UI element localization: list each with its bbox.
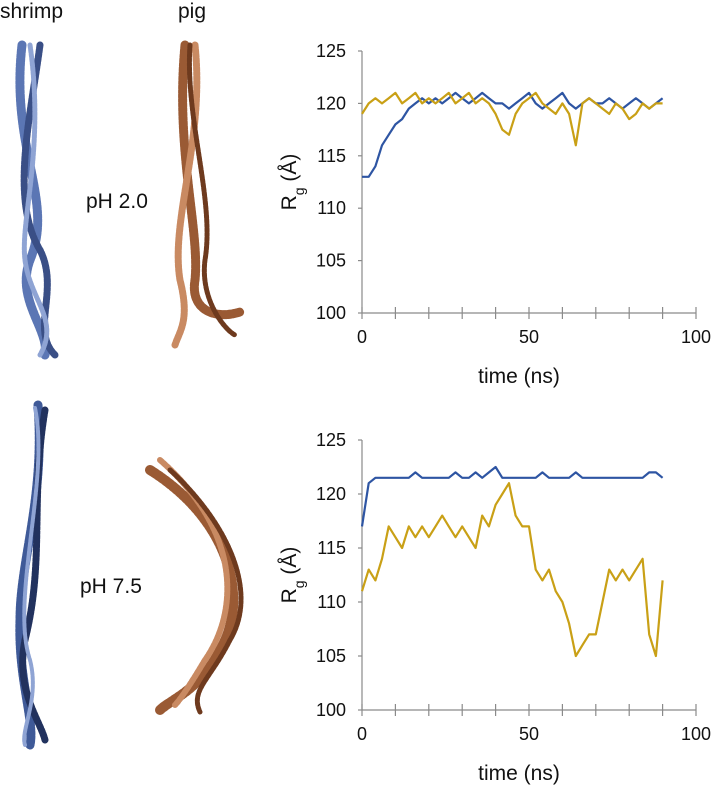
x-tick-label: 0 [357, 724, 367, 744]
x-axis-label: time (ns) [478, 762, 560, 785]
ph-label: pH 2.0 [86, 190, 148, 213]
x-tick-label: 100 [681, 327, 711, 347]
y-tick-label: 110 [317, 592, 346, 612]
y-axis-label-part: (Å) [278, 547, 301, 581]
ph-label: pH 7.5 [80, 575, 142, 598]
y-axis-label: Rg (Å) [278, 154, 307, 211]
y-tick-label: 115 [317, 146, 346, 166]
y-axis-label-part: g [291, 580, 307, 588]
shrimp-label: shrimp [0, 0, 63, 23]
series-line [360, 482, 664, 658]
x-tick-label: 50 [519, 327, 539, 347]
y-axis-label: Rg (Å) [278, 547, 307, 604]
y-tick-label: 125 [316, 41, 346, 61]
y-tick-label: 115 [317, 538, 346, 558]
y-axis-label-part: g [291, 187, 307, 195]
x-tick-label: 50 [519, 724, 539, 744]
y-axis-label-part: R [278, 195, 301, 210]
x-axis-label: time (ns) [478, 365, 560, 388]
series-line [361, 91, 663, 147]
y-tick-label: 120 [316, 484, 346, 504]
y-tick-label: 105 [316, 646, 346, 666]
x-tick-label: 0 [357, 327, 367, 347]
y-tick-label: 105 [316, 251, 346, 271]
y-tick-label: 100 [316, 700, 346, 720]
y-axis-label-part: R [278, 588, 301, 603]
y-tick-label: 125 [316, 430, 346, 450]
y-tick-label: 100 [316, 303, 346, 323]
y-tick-label: 120 [316, 93, 346, 113]
series-line [362, 91, 664, 178]
series-line [360, 465, 664, 527]
y-tick-label: 110 [317, 198, 346, 218]
x-tick-label: 100 [681, 724, 711, 744]
protein-images [15, 40, 245, 750]
pig-label: pig [178, 0, 206, 23]
y-axis-label-part: (Å) [278, 154, 301, 188]
